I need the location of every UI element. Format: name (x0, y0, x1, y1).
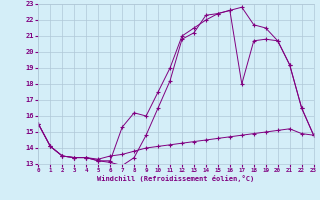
X-axis label: Windchill (Refroidissement éolien,°C): Windchill (Refroidissement éolien,°C) (97, 175, 255, 182)
